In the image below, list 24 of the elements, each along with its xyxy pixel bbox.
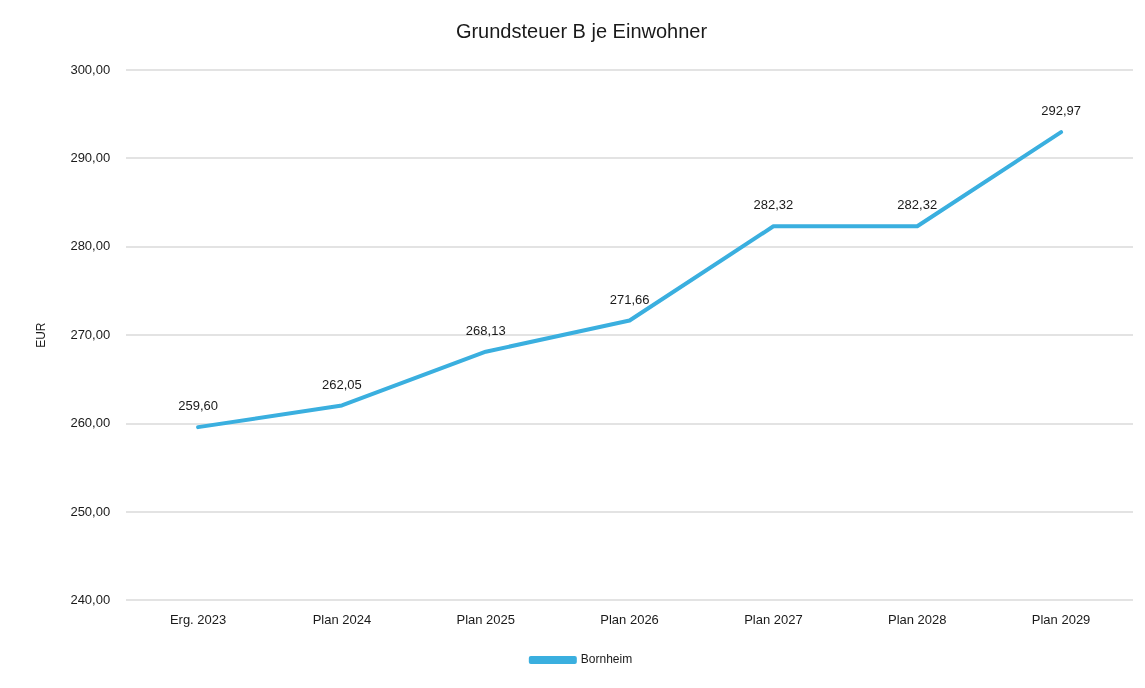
data-label: 282,32	[897, 197, 938, 213]
x-tick-label: Plan 2029	[1031, 611, 1091, 627]
data-label: 259,60	[178, 398, 218, 414]
data-label: 282,32	[753, 197, 794, 213]
data-label: 271,66	[609, 291, 650, 307]
x-tick-label: Plan 2025	[456, 611, 516, 627]
y-tick-label: 270,00	[70, 326, 111, 342]
chart-title: Grundsteuer B je Einwohner	[455, 19, 708, 42]
x-tick-label: Erg. 2023	[169, 611, 227, 627]
y-tick-label: 290,00	[70, 149, 111, 165]
y-tick-label: 280,00	[70, 238, 111, 254]
y-axis-title: EUR	[33, 322, 48, 348]
y-tick-label: 300,00	[70, 61, 111, 77]
x-tick-label: Plan 2027	[744, 611, 803, 627]
y-tick-label: 250,00	[70, 503, 111, 519]
y-tick-label: 260,00	[70, 415, 111, 431]
data-label: 262,05	[322, 376, 362, 392]
data-label: 268,13	[465, 322, 506, 338]
data-label: 292,97	[1041, 103, 1081, 119]
x-tick-label: Plan 2028	[887, 611, 947, 627]
x-tick-label: Plan 2026	[600, 611, 659, 627]
x-tick-label: Plan 2024	[312, 611, 372, 627]
legend-label: Bornheim	[580, 652, 633, 667]
y-tick-label: 240,00	[70, 591, 111, 607]
